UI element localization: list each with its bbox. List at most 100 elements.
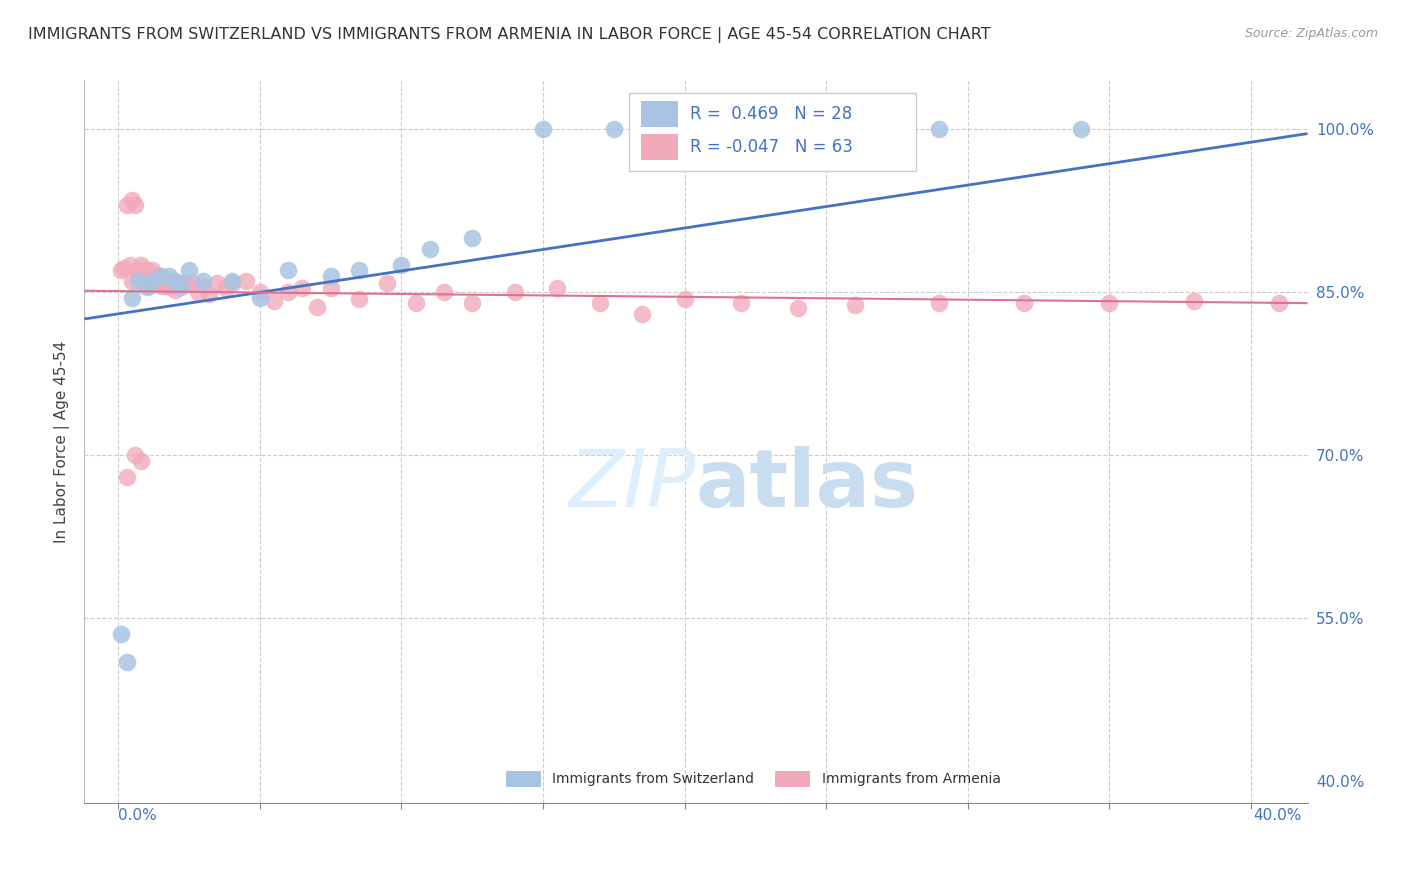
Point <box>127 263 149 277</box>
FancyBboxPatch shape <box>776 771 810 787</box>
Point <box>305 301 328 315</box>
FancyBboxPatch shape <box>641 101 678 128</box>
Text: Source: ZipAtlas.com: Source: ZipAtlas.com <box>1244 27 1378 40</box>
FancyBboxPatch shape <box>506 771 541 787</box>
Text: Immigrants from Switzerland: Immigrants from Switzerland <box>551 772 754 786</box>
Point <box>503 285 526 300</box>
Point <box>141 263 163 277</box>
Point <box>928 296 950 310</box>
Point <box>138 278 160 293</box>
Point <box>531 122 554 136</box>
Point <box>291 281 314 295</box>
Point <box>589 296 612 310</box>
Point <box>546 281 568 295</box>
Point <box>127 274 149 288</box>
Point <box>391 258 413 272</box>
Point <box>124 198 146 212</box>
Point <box>169 279 191 293</box>
Point <box>221 277 243 291</box>
Text: 0.0%: 0.0% <box>118 808 157 823</box>
Text: 40.0%: 40.0% <box>1254 808 1302 823</box>
Point <box>129 258 152 272</box>
Point <box>263 293 285 308</box>
Point <box>277 285 299 300</box>
Point <box>1014 296 1036 310</box>
Point <box>1268 296 1291 310</box>
Point <box>1070 122 1092 136</box>
Point <box>157 278 180 293</box>
Point <box>157 268 180 283</box>
FancyBboxPatch shape <box>628 93 917 170</box>
Point <box>928 122 950 136</box>
Y-axis label: In Labor Force | Age 45-54: In Labor Force | Age 45-54 <box>55 341 70 542</box>
Text: IMMIGRANTS FROM SWITZERLAND VS IMMIGRANTS FROM ARMENIA IN LABOR FORCE | AGE 45-5: IMMIGRANTS FROM SWITZERLAND VS IMMIGRANT… <box>28 27 991 43</box>
Point <box>179 263 201 277</box>
Point <box>1098 296 1121 310</box>
Point <box>181 277 204 291</box>
Text: R = -0.047   N = 63: R = -0.047 N = 63 <box>690 138 852 156</box>
Text: Immigrants from Armenia: Immigrants from Armenia <box>823 772 1001 786</box>
Point <box>155 278 177 293</box>
Point <box>1182 293 1205 308</box>
Point <box>152 274 174 288</box>
Point <box>115 470 138 484</box>
Point <box>461 231 484 245</box>
Point <box>112 261 135 276</box>
Point <box>249 291 271 305</box>
Point <box>115 655 138 669</box>
Point <box>347 292 370 306</box>
Point <box>121 193 143 207</box>
Point <box>163 283 186 297</box>
Point <box>149 278 172 293</box>
Point <box>375 277 398 291</box>
Point <box>207 277 229 291</box>
Point <box>124 448 146 462</box>
Point <box>673 292 696 306</box>
Point <box>115 198 138 212</box>
Point <box>135 263 157 277</box>
Point <box>193 274 215 288</box>
Point <box>129 453 152 467</box>
Point <box>118 258 141 272</box>
Point <box>319 281 342 295</box>
Point <box>419 242 441 256</box>
Point <box>160 278 183 293</box>
Point <box>141 274 163 288</box>
Point <box>110 627 132 641</box>
Text: R =  0.469   N = 28: R = 0.469 N = 28 <box>690 105 852 123</box>
Point <box>433 285 456 300</box>
Point <box>461 296 484 310</box>
FancyBboxPatch shape <box>641 135 678 161</box>
Point <box>121 274 143 288</box>
Point <box>319 268 342 283</box>
Point <box>215 281 238 295</box>
Point <box>110 263 132 277</box>
Point <box>277 263 299 277</box>
Point <box>143 277 166 291</box>
Point <box>121 291 143 305</box>
Point <box>187 285 209 300</box>
Point <box>174 277 197 291</box>
Point <box>235 274 257 288</box>
Point <box>347 263 370 277</box>
Point <box>631 307 654 321</box>
Point <box>673 122 696 136</box>
Point <box>603 122 626 136</box>
Point <box>787 301 810 316</box>
Point <box>169 277 191 291</box>
Point <box>249 285 271 300</box>
Point <box>730 296 752 310</box>
Text: atlas: atlas <box>696 446 920 524</box>
Point <box>405 296 427 310</box>
Point <box>221 274 243 288</box>
Point <box>163 274 186 288</box>
Point <box>135 279 157 293</box>
Point <box>132 277 155 291</box>
Point <box>844 298 866 312</box>
Point <box>149 268 172 283</box>
Point <box>787 122 810 136</box>
Point <box>193 278 215 293</box>
Point <box>198 287 221 301</box>
Text: ZIP: ZIP <box>568 446 696 524</box>
Point <box>146 268 169 282</box>
